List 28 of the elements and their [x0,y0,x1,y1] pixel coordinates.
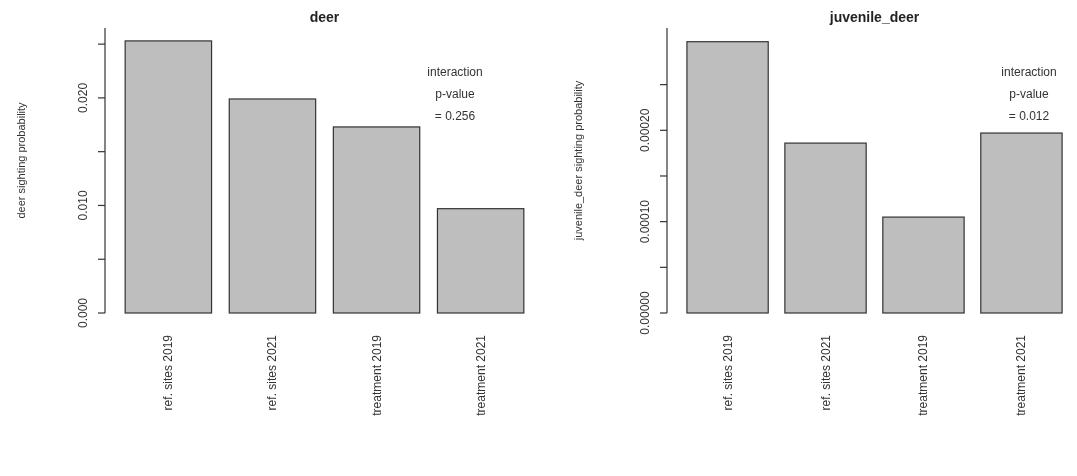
chart-title: juvenile_deer [828,9,920,25]
x-tick-label: treatment 2021 [473,334,488,416]
bar [980,132,1063,314]
y-axis-title: deer sighting probability [15,101,27,219]
y-tick-label: 0.00000 [638,290,652,335]
x-tick-label: ref. sites 2019 [720,334,735,411]
bar [436,208,525,314]
bar [228,98,317,314]
bar [332,126,421,314]
annotation: interaction p-value = 0.256 [427,65,483,123]
y-tick-label: 0.010 [76,190,90,221]
chart-title: deer [309,9,340,25]
annotation: interaction p-value = 0.012 [1001,65,1057,123]
x-tick-label: treatment 2019 [369,334,384,416]
x-tick-label: treatment 2019 [916,334,931,416]
bar [882,216,965,314]
bar [784,142,867,314]
bar [124,40,213,314]
y-tick-label: 0.00010 [638,199,652,244]
y-tick-label: 0.020 [76,82,90,113]
x-tick-label: ref. sites 2019 [161,334,176,411]
y-tick-label: 0.00020 [638,108,652,152]
x-tick-label: ref. sites 2021 [818,334,833,411]
x-tick-label: treatment 2021 [1014,334,1029,416]
y-tick-label: 0.000 [76,297,90,329]
x-tick-label: ref. sites 2021 [265,334,280,411]
y-axis-title: juvenile_deer sighting probability [572,80,584,242]
bar [686,41,769,314]
